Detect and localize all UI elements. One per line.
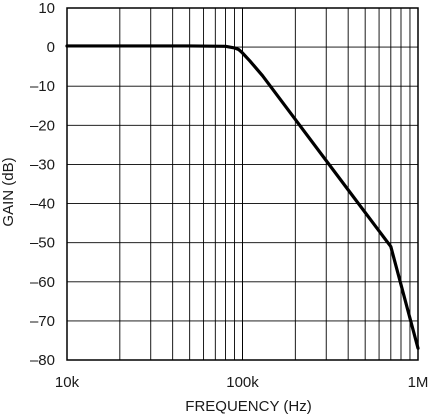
- gain-curve: [65, 44, 420, 350]
- y-tick-label: –60: [30, 274, 55, 291]
- y-tick-label: 10: [38, 0, 55, 17]
- x-tick-label: 100k: [226, 374, 259, 391]
- grid: [67, 8, 418, 360]
- x-tick-label: 1M: [408, 374, 429, 391]
- y-tick-label: –30: [30, 156, 55, 173]
- y-tick-label: –50: [30, 235, 55, 252]
- plot-frame: [66, 7, 419, 361]
- x-tick-labels: 10k 100k 1M: [55, 374, 429, 391]
- y-tick-label: –20: [30, 117, 55, 134]
- y-tick-labels: 10 0 –10 –20 –30 –40 –50 –60 –70 –80: [30, 0, 55, 369]
- y-tick-label: –10: [30, 78, 55, 95]
- y-tick-label: –80: [30, 352, 55, 369]
- y-tick-label: –70: [30, 313, 55, 330]
- x-tick-label: 10k: [55, 374, 80, 391]
- x-axis-title: FREQUENCY (Hz): [185, 398, 311, 415]
- y-tick-label: –40: [30, 196, 55, 213]
- y-tick-label: 0: [47, 39, 55, 56]
- y-axis-title: GAIN (dB): [0, 157, 17, 226]
